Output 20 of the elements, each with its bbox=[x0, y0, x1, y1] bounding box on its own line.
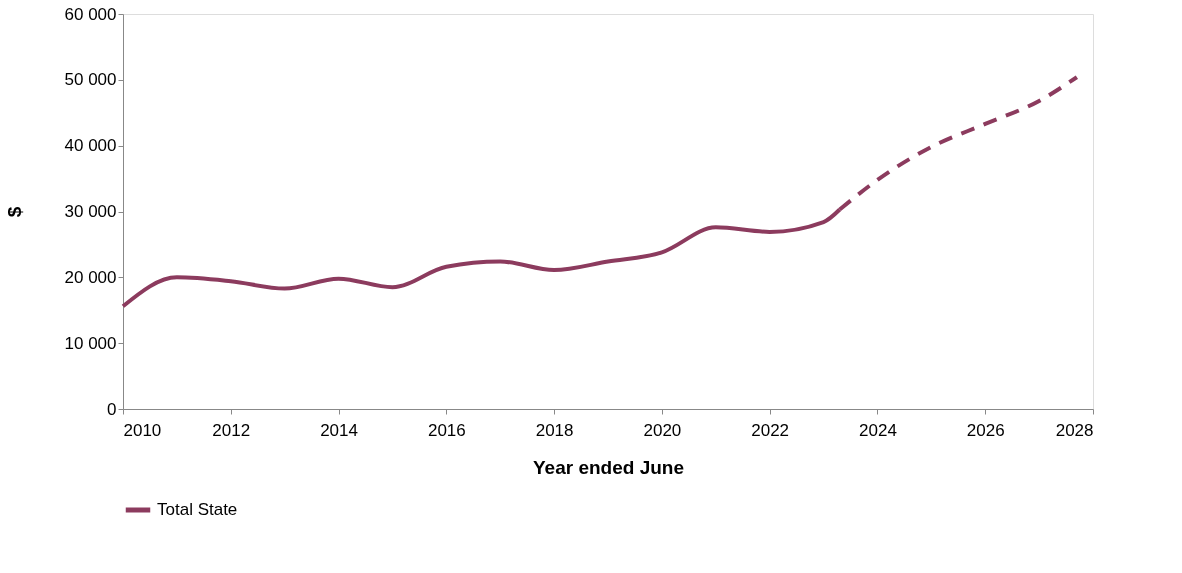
y-axis-title: $ bbox=[3, 206, 25, 218]
y-tick-label: 30 000 bbox=[64, 202, 117, 221]
x-tick-label: 2010 bbox=[123, 420, 162, 440]
x-tick-label: 2026 bbox=[966, 420, 1005, 440]
legend-label: Total State bbox=[157, 500, 238, 519]
y-tick-label: 10 000 bbox=[64, 333, 117, 353]
y-tick-label: 60 000 bbox=[64, 4, 117, 24]
x-tick-label: 2014 bbox=[320, 420, 358, 440]
y-tick-label: 40 000 bbox=[64, 136, 117, 156]
y-tick-label: 20 000 bbox=[64, 267, 117, 287]
y-tick-label: 50 000 bbox=[64, 70, 117, 90]
y-tick-label: 0 bbox=[107, 399, 117, 419]
x-tick-label: 2024 bbox=[859, 420, 897, 440]
x-tick-label: 2012 bbox=[212, 420, 251, 440]
x-tick-label: 2022 bbox=[751, 420, 790, 440]
x-tick-label: 2020 bbox=[643, 420, 682, 440]
x-tick-label: 2018 bbox=[535, 420, 574, 440]
x-axis-title: Year ended June bbox=[532, 456, 685, 478]
x-tick-label: 2016 bbox=[427, 420, 466, 440]
x-tick-label: 2028 bbox=[1055, 420, 1094, 440]
